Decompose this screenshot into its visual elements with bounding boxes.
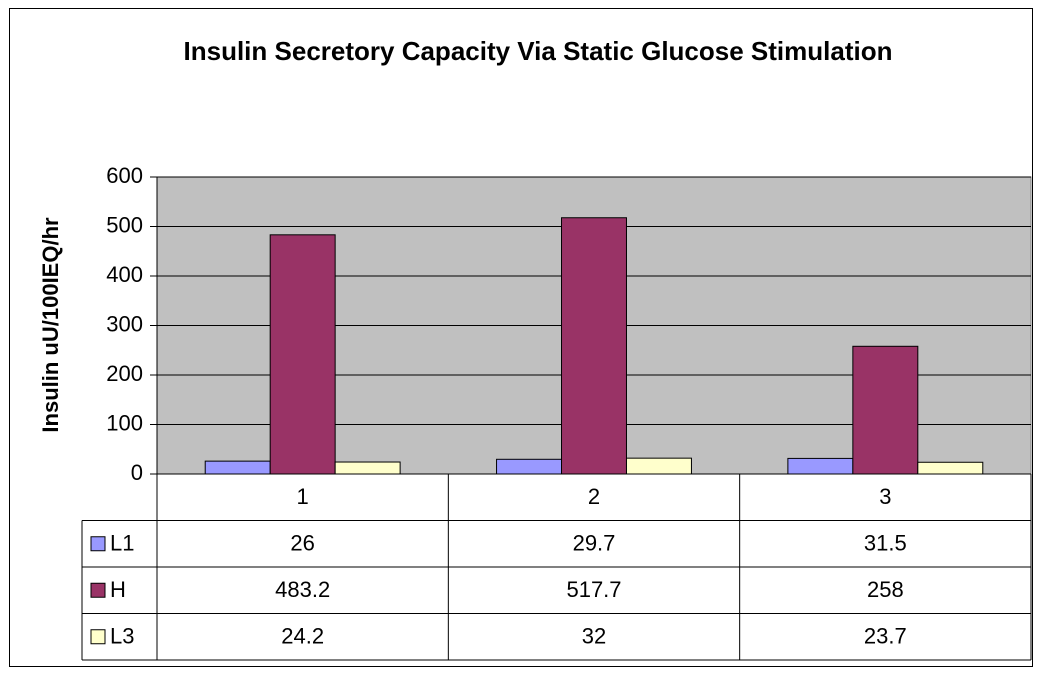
bar xyxy=(496,458,563,475)
legend-swatch xyxy=(90,582,106,598)
y-tick-label: 400 xyxy=(106,262,143,287)
y-tick-label: 0 xyxy=(131,460,143,485)
chart-title: Insulin Secretory Capacity Via Static Gl… xyxy=(183,36,893,66)
table-value: 29.7 xyxy=(573,531,616,556)
table-value: 31.5 xyxy=(864,531,907,556)
legend-swatch xyxy=(90,536,106,552)
y-tick-label: 500 xyxy=(106,212,143,237)
y-tick-label: 100 xyxy=(106,410,143,435)
legend-label: L3 xyxy=(110,624,134,649)
bar xyxy=(269,234,336,475)
x-tick-label: 2 xyxy=(588,484,600,509)
y-axis-label: Insulin uU/100IEQ/hr xyxy=(38,217,63,433)
table-value: 483.2 xyxy=(275,577,330,602)
table-value: 24.2 xyxy=(281,624,324,649)
legend-label: H xyxy=(110,577,126,602)
bar xyxy=(334,461,401,475)
table-value: 517.7 xyxy=(566,577,621,602)
table-value: 26 xyxy=(290,531,314,556)
bar xyxy=(917,461,984,475)
y-tick-label: 600 xyxy=(106,163,143,188)
bar xyxy=(852,345,919,475)
y-tick-label: 200 xyxy=(106,361,143,386)
legend-label: L1 xyxy=(110,531,134,556)
table-value: 23.7 xyxy=(864,624,907,649)
bar xyxy=(204,460,271,475)
legend-swatch xyxy=(90,629,106,645)
bar xyxy=(561,217,627,475)
table-value: 32 xyxy=(582,624,606,649)
bar xyxy=(625,457,692,475)
y-tick-label: 300 xyxy=(106,311,143,336)
x-tick-label: 1 xyxy=(297,484,309,509)
bar xyxy=(787,457,854,475)
table-value: 258 xyxy=(867,577,904,602)
x-tick-label: 3 xyxy=(879,484,891,509)
